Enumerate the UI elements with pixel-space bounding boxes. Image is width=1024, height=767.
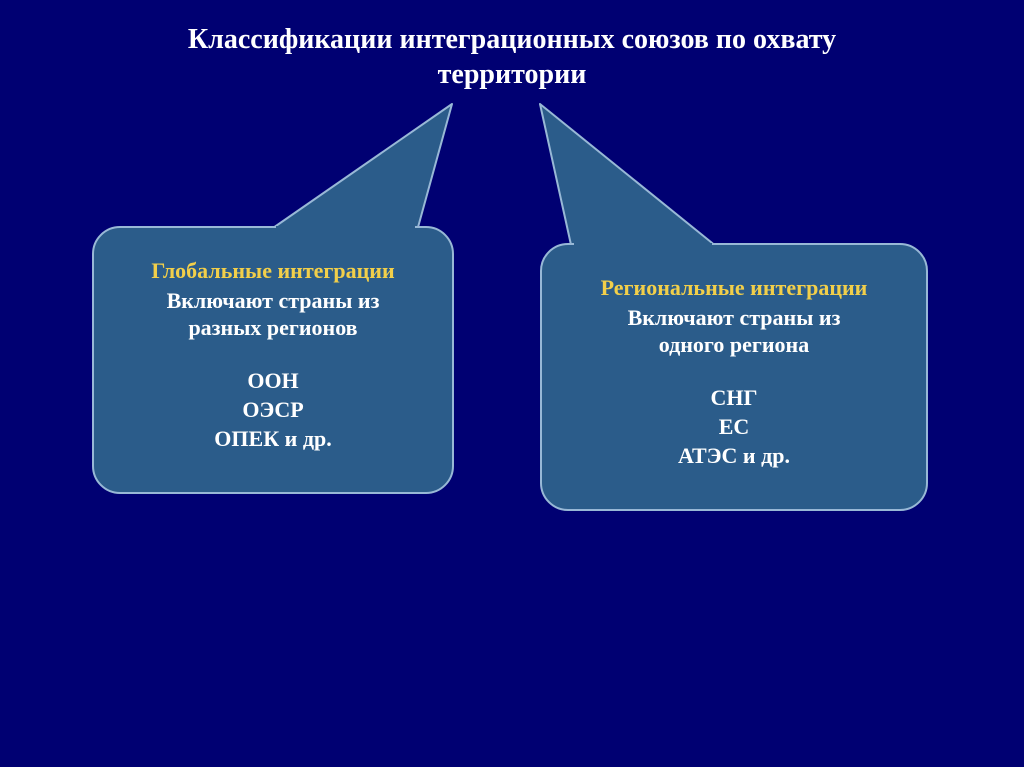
left-callout: Глобальные интеграции Включают страны из… <box>92 226 454 494</box>
right-examples: СНГ ЕС АТЭС и др. <box>566 383 902 470</box>
title-line-1: Классификации интеграционных союзов по о… <box>188 24 836 55</box>
slide: Классификации интеграционных союзов по о… <box>0 0 1024 767</box>
left-example-3: ОПЕК и др. <box>214 426 331 451</box>
right-heading: Региональные интеграции <box>566 275 902 301</box>
left-subtitle: Включают страны из разных регионов <box>118 288 428 342</box>
right-example-1: СНГ <box>711 385 758 410</box>
left-example-2: ОЭСР <box>242 397 303 422</box>
left-heading: Глобальные интеграции <box>118 258 428 284</box>
right-tail-seam-cover <box>574 243 712 249</box>
slide-title: Классификации интеграционных союзов по о… <box>0 22 1024 92</box>
left-example-1: ООН <box>247 368 298 393</box>
right-callout: Региональные интеграции Включают страны … <box>540 243 928 511</box>
title-line-2: территории <box>438 59 587 90</box>
left-tail-seam-cover <box>276 226 415 232</box>
left-subtitle-line1: Включают страны из <box>167 288 380 313</box>
right-subtitle-line1: Включают страны из <box>628 305 841 330</box>
right-example-3: АТЭС и др. <box>678 443 790 468</box>
left-subtitle-line2: разных регионов <box>188 315 357 340</box>
right-subtitle-line2: одного региона <box>659 332 809 357</box>
right-example-2: ЕС <box>719 414 750 439</box>
left-examples: ООН ОЭСР ОПЕК и др. <box>118 366 428 453</box>
right-subtitle: Включают страны из одного региона <box>566 305 902 359</box>
